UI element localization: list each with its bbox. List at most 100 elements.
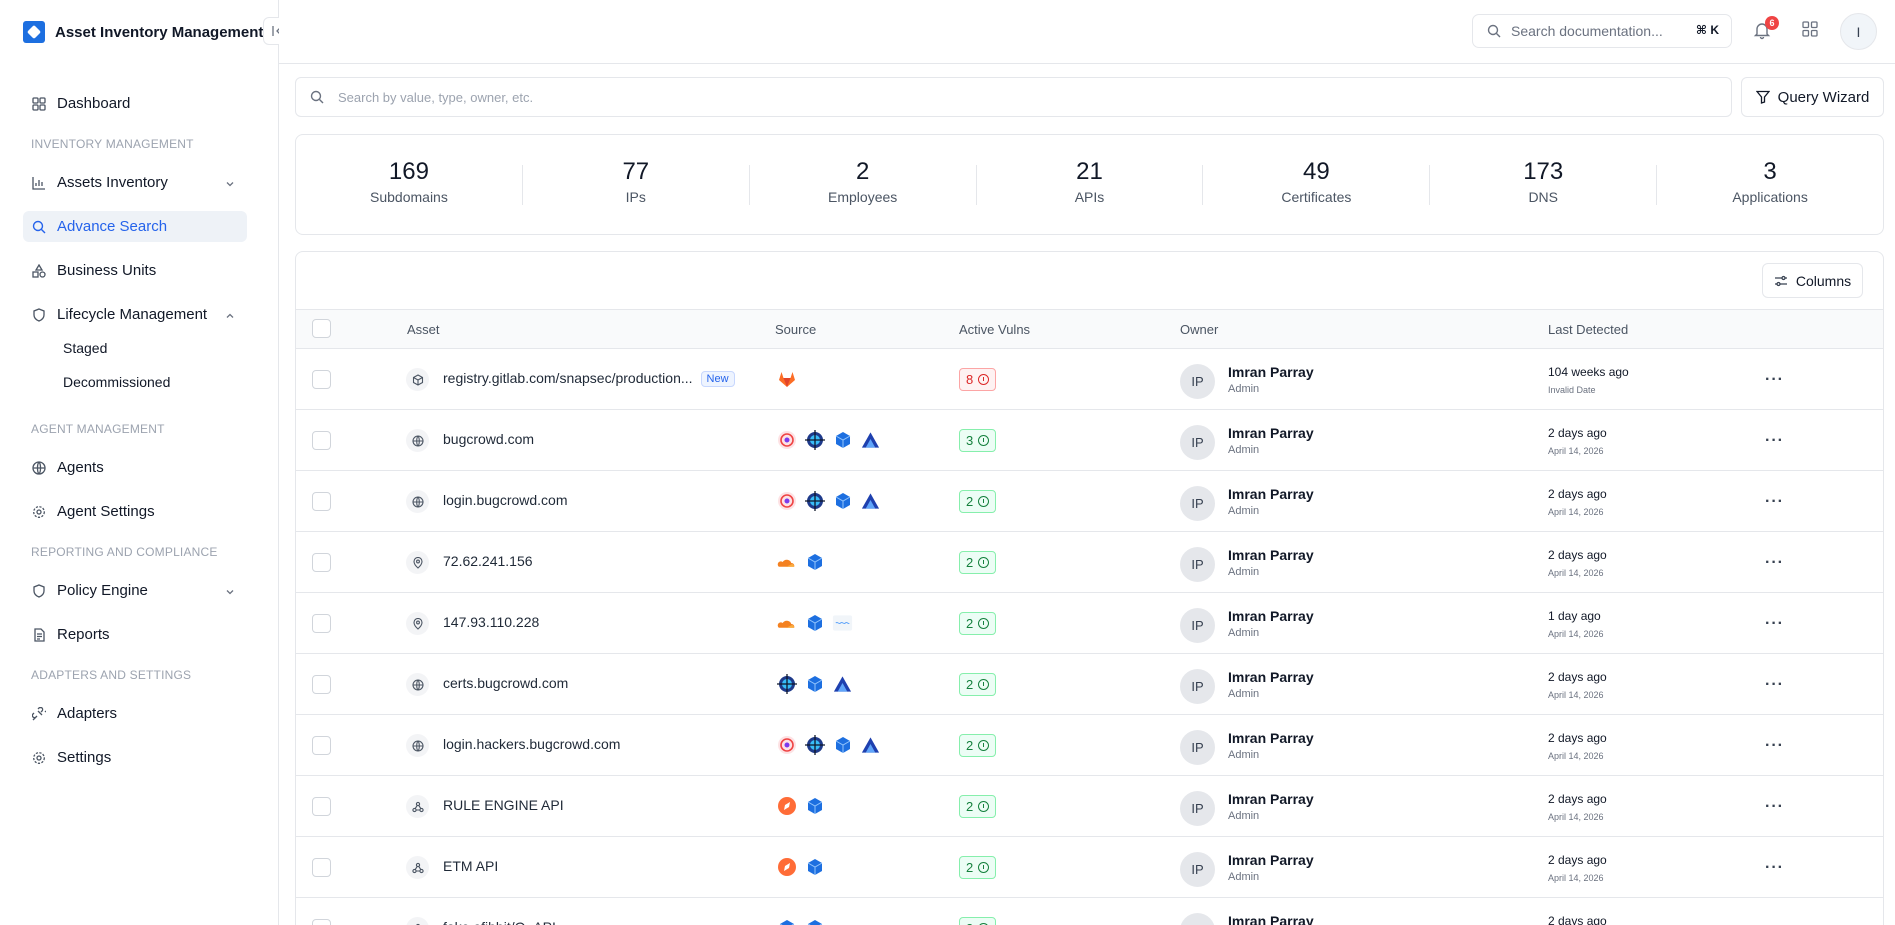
cube-source-icon[interactable] [804, 551, 825, 572]
row-checkbox[interactable] [312, 370, 331, 389]
active-vulns-badge[interactable]: 8 [959, 368, 997, 391]
target-source-icon[interactable] [776, 734, 797, 755]
crosshair-source-icon[interactable] [804, 429, 825, 450]
sidebar-subitem-staged[interactable]: Staged [63, 340, 108, 356]
asset-name[interactable]: ETM API [443, 858, 498, 874]
sidebar-item-adapters[interactable]: Adapters [23, 698, 247, 729]
select-all-checkbox[interactable] [312, 319, 331, 338]
stat-applications[interactable]: 3 Applications [1657, 158, 1883, 205]
stat-certificates[interactable]: 49 Certificates [1203, 158, 1431, 205]
row-checkbox[interactable] [312, 858, 331, 877]
stat-subdomains[interactable]: 169 Subdomains [296, 158, 523, 205]
active-vulns-badge[interactable]: 2 [959, 734, 997, 757]
apps-grid-icon[interactable] [1802, 21, 1818, 37]
active-vulns-badge[interactable]: 2 [959, 917, 997, 925]
row-actions-more-icon[interactable]: ··· [1765, 737, 1784, 754]
sidebar-item-agent-settings[interactable]: Agent Settings [23, 496, 247, 527]
asset-name[interactable]: certs.bugcrowd.com [443, 675, 568, 691]
table-row[interactable]: bugcrowd.com 3 IP Imran Parray Admin 2 d… [296, 410, 1883, 471]
active-vulns-badge[interactable]: 2 [959, 490, 997, 513]
target-source-icon[interactable] [776, 429, 797, 450]
crosshair-source-icon[interactable] [804, 734, 825, 755]
cloudflare-source-icon[interactable] [776, 612, 797, 633]
cloudflare-source-icon[interactable] [776, 551, 797, 572]
active-vulns-badge[interactable]: 2 [959, 551, 997, 574]
row-actions-more-icon[interactable]: ··· [1765, 859, 1784, 876]
cube-source-icon[interactable] [804, 917, 825, 925]
bell-icon[interactable] [1752, 20, 1772, 40]
cube-source-icon[interactable] [804, 795, 825, 816]
header-asset[interactable]: Asset [407, 322, 440, 337]
sidebar-item-reports[interactable]: Reports [23, 619, 247, 650]
gitlab-source-icon[interactable] [776, 368, 797, 389]
target-source-icon[interactable] [776, 490, 797, 511]
columns-button[interactable]: Columns [1762, 263, 1863, 298]
table-row[interactable]: certs.bugcrowd.com 2 IP Imran Parray Adm… [296, 654, 1883, 715]
active-vulns-badge[interactable]: 2 [959, 856, 997, 879]
row-actions-more-icon[interactable]: ··· [1765, 371, 1784, 388]
header-last-detected[interactable]: Last Detected [1548, 322, 1629, 337]
row-actions-more-icon[interactable]: ··· [1765, 676, 1784, 693]
active-vulns-badge[interactable]: 3 [959, 429, 997, 452]
table-row[interactable]: registry.gitlab.com/snapsec/production..… [296, 349, 1883, 410]
cube-source-icon[interactable] [804, 612, 825, 633]
wave-source-icon[interactable] [832, 612, 853, 633]
row-actions-more-icon[interactable]: ··· [1765, 554, 1784, 571]
chevron-down-icon[interactable] [225, 176, 235, 193]
compass-source-icon[interactable] [776, 856, 797, 877]
sidebar-item-agents[interactable]: Agents [23, 452, 247, 483]
row-actions-more-icon[interactable]: ··· [1765, 432, 1784, 449]
header-owner[interactable]: Owner [1180, 322, 1219, 337]
asset-name[interactable]: registry.gitlab.com/snapsec/production..… [443, 370, 735, 387]
table-row[interactable]: 147.93.110.228 2 IP Imran Parray Admin 1… [296, 593, 1883, 654]
table-row[interactable]: login.bugcrowd.com 2 IP Imran Parray Adm… [296, 471, 1883, 532]
asset-name[interactable]: 147.93.110.228 [443, 614, 539, 630]
cube-source-icon[interactable] [804, 673, 825, 694]
peak-source-icon[interactable] [832, 673, 853, 694]
sidebar-item-advance-search[interactable]: Advance Search [23, 211, 247, 242]
row-actions-more-icon[interactable]: ··· [1765, 493, 1784, 510]
chevron-up-icon[interactable] [225, 308, 235, 325]
brand[interactable]: Asset Inventory Management [23, 21, 263, 43]
row-checkbox[interactable] [312, 797, 331, 816]
asset-name[interactable]: bugcrowd.com [443, 431, 534, 447]
row-checkbox[interactable] [312, 736, 331, 755]
table-row[interactable]: login.hackers.bugcrowd.com 2 IP Imran Pa… [296, 715, 1883, 776]
cube-source-icon[interactable] [832, 429, 853, 450]
peak-source-icon[interactable] [860, 490, 881, 511]
stat-apis[interactable]: 21 APIs [977, 158, 1204, 205]
active-vulns-badge[interactable]: 2 [959, 673, 997, 696]
table-row[interactable]: fake.ofibbit/Q_API 2 IP Imran Parray Adm… [296, 898, 1883, 925]
user-avatar[interactable]: I [1840, 13, 1877, 50]
table-row[interactable]: ETM API 2 IP Imran Parray Admin 2 days a… [296, 837, 1883, 898]
cube-source-icon[interactable] [832, 734, 853, 755]
asset-name[interactable]: fake.ofibbit/Q_API [443, 919, 556, 925]
table-row[interactable]: RULE ENGINE API 2 IP Imran Parray Admin … [296, 776, 1883, 837]
cube-source-icon[interactable] [776, 917, 797, 925]
sidebar-item-policy-engine[interactable]: Policy Engine [23, 575, 247, 606]
asset-name[interactable]: login.hackers.bugcrowd.com [443, 736, 620, 752]
row-checkbox[interactable] [312, 614, 331, 633]
asset-search-input[interactable] [338, 89, 1718, 105]
active-vulns-badge[interactable]: 2 [959, 612, 997, 635]
crosshair-source-icon[interactable] [776, 673, 797, 694]
row-checkbox[interactable] [312, 919, 331, 925]
asset-name[interactable]: 72.62.241.156 [443, 553, 533, 569]
active-vulns-badge[interactable]: 2 [959, 795, 997, 818]
sidebar-item-dashboard[interactable]: Dashboard [23, 88, 247, 119]
peak-source-icon[interactable] [860, 734, 881, 755]
query-wizard-button[interactable]: Query Wizard [1741, 77, 1884, 117]
sidebar-subitem-decommissioned[interactable]: Decommissioned [63, 374, 171, 390]
sidebar-item-lifecycle-management[interactable]: Lifecycle Management [23, 299, 247, 330]
asset-name[interactable]: login.bugcrowd.com [443, 492, 568, 508]
stat-employees[interactable]: 2 Employees [750, 158, 977, 205]
documentation-search[interactable]: Search documentation... ⌘ K [1472, 14, 1732, 48]
row-checkbox[interactable] [312, 492, 331, 511]
header-active-vulns[interactable]: Active Vulns [959, 322, 1031, 337]
row-actions-more-icon[interactable]: ··· [1765, 920, 1784, 925]
row-checkbox[interactable] [312, 431, 331, 450]
sidebar-item-settings[interactable]: Settings [23, 742, 247, 773]
compass-source-icon[interactable] [776, 795, 797, 816]
header-source[interactable]: Source [775, 322, 817, 337]
row-checkbox[interactable] [312, 553, 331, 572]
